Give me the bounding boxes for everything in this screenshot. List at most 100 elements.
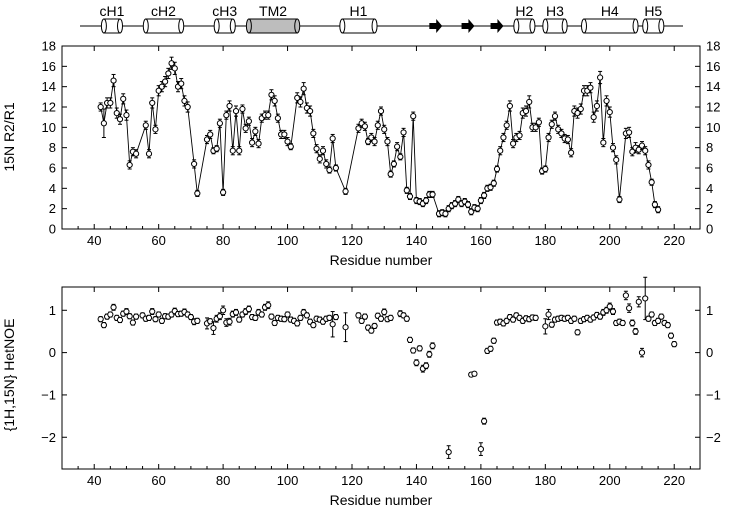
r2r1-data-point	[226, 102, 233, 110]
hetnoe-data-point	[133, 313, 140, 320]
r2r1-data-point	[609, 144, 617, 151]
hetnoe-xtick-label: 180	[534, 473, 556, 488]
hetnoe-data-point	[326, 314, 333, 321]
r2r1-data-point	[600, 139, 607, 146]
segment-cap	[178, 18, 185, 34]
strand-arrow	[490, 19, 504, 33]
hetnoe-data-point	[667, 332, 675, 339]
r2r1-ytick-label-right: 14	[706, 79, 720, 94]
r2r1-data-point	[397, 153, 404, 160]
r2r1-data-point	[245, 118, 252, 125]
r2r1-data-point	[645, 161, 652, 169]
r2r1-data-point	[310, 130, 317, 137]
hetnoe-data-point	[626, 305, 633, 312]
r2r1-x-axis-title: Residue number	[330, 252, 433, 268]
r2r1-data-point	[390, 160, 397, 168]
hetnoe-y-axis-title: {1H,15N} HetNOE	[1, 319, 17, 432]
r2r1-data-point	[545, 134, 552, 141]
r2r1-y-axis-title: 15N R2/R1	[1, 102, 17, 171]
r2r1-data-point	[326, 166, 333, 174]
hetnoe-data-point	[548, 321, 555, 328]
segment-cap	[513, 18, 520, 34]
helix-segment-box	[145, 18, 182, 34]
r2r1-ytick-label-right: 4	[706, 181, 713, 196]
hetnoe-data-point	[158, 317, 165, 324]
r2r1-ytick-label: 16	[42, 59, 56, 74]
r2r1-ytick-label: 14	[42, 79, 56, 94]
strand-arrow	[429, 19, 443, 33]
hetnoe-data-point	[416, 345, 423, 352]
r2r1-data-point	[145, 150, 153, 157]
r2r1-data-point	[307, 107, 314, 115]
hetnoe-data-point	[332, 313, 339, 321]
hetnoe-xtick-label: 100	[277, 473, 299, 488]
r2r1-data-point	[268, 91, 275, 98]
r2r1-data-point	[342, 188, 349, 195]
r2r1-data-point	[274, 115, 281, 122]
r2r1-ytick-label: 10	[42, 120, 56, 135]
tm-segment-box	[248, 18, 298, 34]
r2r1-data-point	[503, 122, 510, 129]
r2r1-data-point	[542, 165, 549, 173]
r2r1-xtick-label: 140	[406, 233, 428, 248]
hetnoe-axis-ticks: 40 60 80 100 120 140 160 180 200 220 −2 −2 −1 −1 0 0 1 1	[41, 287, 721, 488]
hetnoe-data-point	[545, 311, 552, 318]
r2r1-data-point	[252, 128, 259, 135]
segment-label: H4	[601, 3, 619, 19]
hetnoe-data-point	[532, 314, 539, 321]
segment-cap	[658, 18, 665, 34]
hetnoe-ytick-label-right: −2	[706, 430, 721, 445]
r2r1-data-point	[593, 102, 600, 110]
r2r1-data-point	[287, 143, 294, 150]
r2r1-data-point	[203, 136, 211, 143]
r2r1-data-point	[110, 77, 117, 84]
r2r1-data-point	[171, 65, 178, 72]
hetnoe-data-point	[107, 311, 114, 318]
hetnoe-ytick-label-right: −1	[706, 387, 721, 402]
hetnoe-data-point	[310, 321, 317, 329]
segment-cap	[100, 18, 107, 34]
r2r1-data-point	[236, 147, 243, 154]
hetnoe-data-point	[236, 316, 243, 323]
r2r1-data-point	[568, 149, 575, 156]
hetnoe-data-point	[571, 315, 578, 322]
r2r1-data-marks	[97, 56, 662, 218]
segment-cap	[581, 18, 587, 34]
segment-label: H1	[349, 3, 367, 19]
r2r1-ytick-label: 0	[49, 222, 56, 237]
hetnoe-data-point	[232, 309, 240, 316]
r2r1-data-point	[500, 134, 507, 141]
r2r1-panel: 40 60 80 100 120 140 160 180 200 220 0 0 2 2 4 4 6 6 8 8 10 1…	[1, 39, 720, 269]
r2r1-data-point	[577, 105, 584, 113]
hetnoe-data-point	[152, 316, 159, 323]
helix-segment-box	[583, 18, 637, 34]
r2r1-data-point	[400, 129, 407, 136]
hetnoe-data-point	[471, 370, 478, 377]
hetnoe-xtick-label: 160	[470, 473, 492, 488]
hetnoe-data-point	[126, 313, 133, 320]
hetnoe-data-point	[423, 362, 430, 369]
hetnoe-data-point	[342, 324, 349, 331]
r2r1-data-point	[474, 205, 481, 212]
hetnoe-data-point	[671, 341, 678, 348]
r2r1-ytick-label: 18	[42, 39, 56, 54]
hetnoe-ytick-label-right: 0	[706, 345, 713, 360]
hetnoe-data-point	[487, 345, 494, 352]
r2r1-data-point	[207, 131, 214, 138]
hetnoe-data-point	[245, 305, 252, 313]
r2r1-ytick-label-right: 8	[706, 140, 713, 155]
hetnoe-data-point	[297, 314, 304, 321]
r2r1-data-point	[165, 70, 172, 77]
segment-cap	[294, 18, 301, 34]
r2r1-data-point	[242, 125, 249, 132]
r2r1-data-point	[587, 84, 594, 91]
r2r1-data-point	[526, 98, 533, 106]
r2r1-data-point	[606, 108, 613, 116]
r2r1-data-point	[648, 179, 655, 186]
hetnoe-data-point	[574, 329, 581, 336]
segment-cap	[245, 18, 252, 34]
r2r1-data-point	[481, 192, 488, 199]
r2r1-data-point	[107, 99, 114, 107]
r2r1-data-point	[493, 165, 501, 173]
